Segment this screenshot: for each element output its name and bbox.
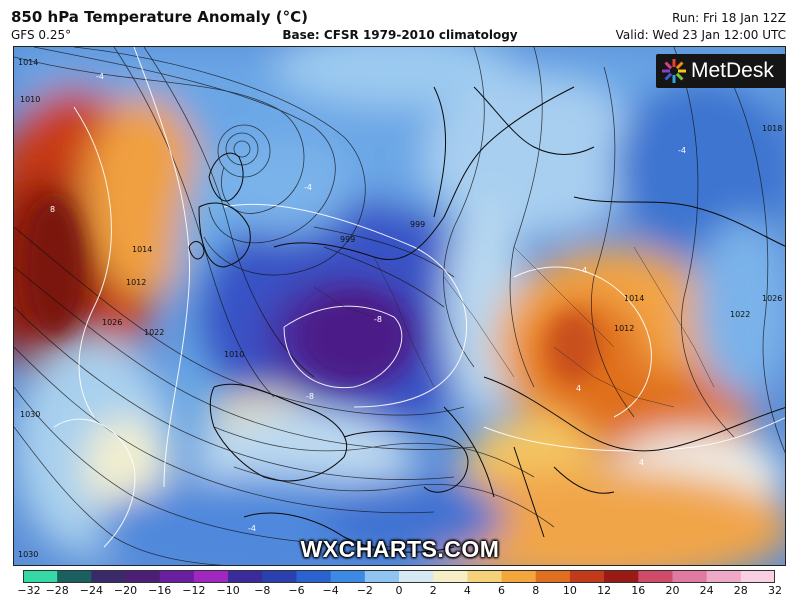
colorbar-tick-label: 24	[699, 584, 714, 597]
colorbar-tick-label: 20	[665, 584, 680, 597]
coastlines	[188, 86, 785, 553]
valid-time: Valid: Wed 23 Jan 12:00 UTC	[615, 28, 786, 42]
anomaly-contours	[53, 47, 785, 548]
model-label: GFS 0.25°	[11, 28, 72, 42]
colorbar-swatch	[193, 570, 229, 583]
contour-label: -8	[306, 392, 314, 401]
chart-title: 850 hPa Temperature Anomaly (°C)	[11, 8, 308, 26]
colorbar	[23, 570, 775, 583]
isobar-label: 1014	[132, 245, 152, 254]
colorbar-tick-label: −24	[79, 584, 103, 597]
colorbar-swatch	[159, 570, 195, 583]
colorbar-swatch	[433, 570, 468, 583]
contour-label: -4	[96, 72, 104, 81]
isobar-label: 1026	[102, 318, 122, 327]
anomaly-map: 1014 1010 1014 1012 1026 1022 1010 1030 …	[13, 46, 786, 566]
contour-label: -8	[374, 315, 382, 324]
colorbar-tick-label: 12	[597, 584, 612, 597]
colorbar-tick-label: −12	[182, 584, 206, 597]
colorbar-ticks: −32 −28 −24 −20 −16 −12 −10 −8 −6 −4 −2 0 2 4 6 8 10 12 16…	[0, 584, 800, 604]
isobar-label: 1014	[624, 294, 644, 303]
anomaly-map-svg: 1014 1010 1014 1012 1026 1022 1010 1030 …	[14, 47, 785, 565]
wxcharts-watermark: WXCHARTS.COM	[300, 536, 500, 562]
contour-label: 4	[639, 458, 644, 467]
colorbar-swatch	[228, 570, 263, 583]
isobars	[14, 47, 785, 565]
colorbar-tick-label: 32	[768, 584, 782, 597]
colorbar-swatch	[57, 570, 92, 583]
colorbar-tick-label: −10	[216, 584, 240, 597]
isobar-label: 999	[340, 235, 355, 244]
colorbar-swatch	[262, 570, 298, 583]
colorbar-swatch	[501, 570, 537, 583]
colorbar-tick-label: 2	[429, 584, 437, 597]
isobar-label: 1012	[614, 324, 634, 333]
colorbar-tick-label: 6	[498, 584, 505, 597]
colorbar-swatch	[399, 570, 434, 583]
colorbar-tick-label: −2	[356, 584, 373, 597]
colorbar-swatch	[706, 570, 742, 583]
colorbar-frame	[23, 570, 775, 583]
colorbar-swatch	[23, 570, 58, 583]
contour-label: 4	[576, 384, 581, 393]
climatology-base: Base: CFSR 1979-2010 climatology	[282, 28, 518, 42]
colorbar-tick-label: 10	[562, 584, 577, 597]
isobar-label: 1014	[18, 58, 38, 67]
colorbar-tick-label: 0	[395, 584, 403, 597]
colorbar-tick-label: −6	[288, 584, 305, 597]
colorbar-tick-label: 28	[733, 584, 748, 597]
borders	[313, 246, 715, 408]
isobar-label: 1010	[20, 95, 40, 104]
colorbar-tick-label: −8	[254, 584, 271, 597]
metdesk-logo: MetDesk	[656, 54, 786, 88]
colorbar-tick-label: −28	[45, 584, 69, 597]
isobar-label: 1010	[224, 350, 244, 359]
colorbar-tick-label: −32	[17, 584, 41, 597]
anomaly-field	[14, 47, 785, 565]
contour-label-layer: 8 -4 -4 -8 -8 4 4 -4 4 -4	[50, 72, 686, 533]
colorbar-tick-label: −16	[148, 584, 172, 597]
metdesk-logo-icon	[662, 59, 686, 83]
colorbar-swatch	[467, 570, 503, 583]
isobar-label: 999	[410, 220, 425, 229]
isobar-label: 1012	[126, 278, 146, 287]
colorbar-swatch	[535, 570, 571, 583]
colorbar-swatch	[330, 570, 366, 583]
colorbar-swatch	[125, 570, 161, 583]
isobar-label: 1026	[762, 294, 782, 303]
colorbar-tick-label: −20	[113, 584, 138, 597]
run-time: Run: Fri 18 Jan 12Z	[672, 11, 786, 25]
contour-label: -4	[678, 146, 686, 155]
contour-label: -4	[248, 524, 256, 533]
colorbar-tick-label: 16	[631, 584, 646, 597]
contour-label: 4	[582, 266, 587, 275]
colorbar-tick-label: −4	[322, 584, 339, 597]
colorbar-swatch	[740, 570, 775, 583]
colorbar-swatch	[672, 570, 708, 583]
colorbar-tick-label: 4	[463, 584, 471, 597]
isobar-label: 1030	[20, 410, 40, 419]
isobar-label-layer: 1014 1010 1014 1012 1026 1022 1010 1030 …	[18, 58, 782, 559]
colorbar-tick-label: 8	[532, 584, 540, 597]
anomaly-core	[24, 197, 599, 382]
colorbar-swatch	[91, 570, 127, 583]
isobar-label: 1018	[762, 124, 782, 133]
isobar-label: 1030	[18, 550, 38, 559]
colorbar-swatch	[638, 570, 674, 583]
contour-label: 8	[50, 205, 55, 214]
colorbar-swatch	[569, 570, 605, 583]
metdesk-logo-text: MetDesk	[691, 59, 774, 82]
colorbar-swatch	[364, 570, 400, 583]
isobar-label: 1022	[144, 328, 164, 337]
contour-label: -4	[304, 183, 312, 192]
chart-header: 850 hPa Temperature Anomaly (°C) GFS 0.2…	[0, 0, 800, 46]
isobar-label: 1022	[730, 310, 750, 319]
colorbar-swatch	[296, 570, 332, 583]
colorbar-swatch	[604, 570, 639, 583]
colorbar-swatches	[23, 570, 775, 583]
